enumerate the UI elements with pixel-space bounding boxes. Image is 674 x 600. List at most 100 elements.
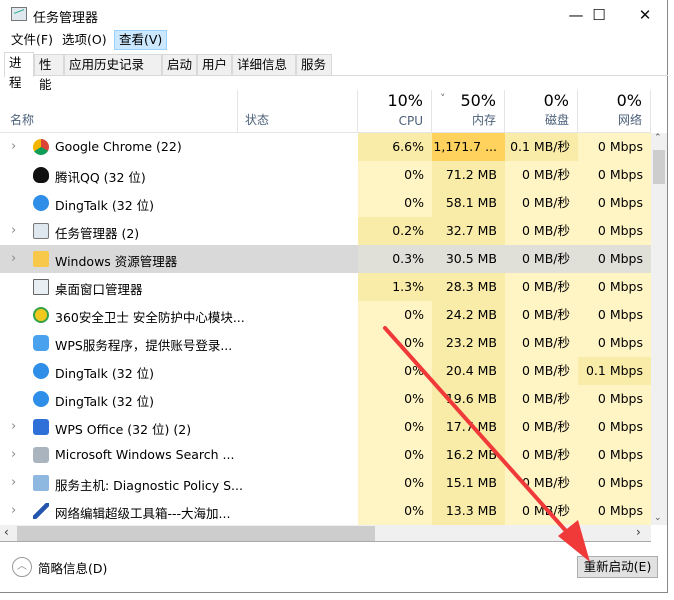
dingtalk-icon [33, 391, 49, 407]
status-cell [238, 301, 358, 329]
network-cell: 0 Mbps [578, 301, 651, 329]
task-manager-icon [11, 7, 27, 21]
tab-processes[interactable]: 进程 [4, 52, 34, 90]
process-row[interactable]: DingTalk (32 位) 0% 19.6 MB 0 MB/秒 0 Mbps [0, 385, 651, 413]
pen-icon [33, 503, 49, 519]
disk-cell: 0 MB/秒 [505, 273, 578, 301]
memory-cell: 24.2 MB [432, 301, 505, 329]
name-cell: WPS服务程序，提供账号登录... [0, 329, 358, 357]
name-cell: 腾讯QQ (32 位) [0, 161, 358, 189]
column-cpu[interactable]: 10% CPU [358, 90, 432, 133]
network-cell: 0 Mbps [578, 217, 651, 245]
expand-chevron-icon[interactable]: › [11, 251, 17, 266]
memory-cell: 17.7 MB [432, 413, 505, 441]
expand-chevron-icon[interactable]: › [11, 419, 17, 434]
name-cell: › Microsoft Windows Search ... [0, 441, 358, 469]
process-row[interactable]: › Microsoft Windows Search ... 0% 16.2 M… [0, 441, 651, 469]
column-name[interactable]: 名称 [0, 90, 238, 133]
network-cell: 0 Mbps [578, 273, 651, 301]
network-cell: 0 Mbps [578, 385, 651, 413]
name-cell: › 任务管理器 (2) [0, 217, 358, 245]
vertical-scrollbar[interactable]: ⌃ ⌄ [651, 133, 667, 525]
column-name-label: 名称 [10, 113, 35, 127]
expand-chevron-icon[interactable]: › [11, 503, 17, 518]
horizontal-scrollbar[interactable]: ‹ › [0, 525, 651, 542]
wps-office-icon [33, 419, 49, 435]
process-row[interactable]: › Google Chrome (22) 6.6% 1,171.7 ... 0.… [0, 133, 651, 161]
process-row[interactable]: › 任务管理器 (2) 0.2% 32.7 MB 0 MB/秒 0 Mbps [0, 217, 651, 245]
expand-chevron-icon[interactable]: › [11, 475, 17, 490]
process-row[interactable]: › 网络编辑超级工具箱---大海加... 0% 13.3 MB 0 MB/秒 0… [0, 497, 651, 525]
chevron-up-icon[interactable]: ︿ [12, 557, 32, 577]
explorer-icon [33, 251, 49, 267]
name-cell: DingTalk (32 位) [0, 357, 358, 385]
memory-cell: 15.1 MB [432, 469, 505, 497]
cpu-cell: 0% [358, 301, 432, 329]
process-row[interactable]: › 服务主机: Diagnostic Policy S... 0% 15.1 M… [0, 469, 651, 497]
process-row[interactable]: › Windows 资源管理器 0.3% 30.5 MB 0 MB/秒 0 Mb… [0, 245, 651, 273]
tab-startup[interactable]: 启动 [162, 54, 197, 76]
network-cell: 0 Mbps [578, 441, 651, 469]
task-manager-window: 任务管理器 — ☐ ✕ 文件(F) 选项(O) 查看(V) 进程 性能 应用历史… [0, 0, 668, 593]
memory-cell: 32.7 MB [432, 217, 505, 245]
restart-button[interactable]: 重新启动(E) [577, 556, 658, 578]
memory-cell: 23.2 MB [432, 329, 505, 357]
process-row[interactable]: DingTalk (32 位) 0% 58.1 MB 0 MB/秒 0 Mbps [0, 189, 651, 217]
process-row[interactable]: WPS服务程序，提供账号登录... 0% 23.2 MB 0 MB/秒 0 Mb… [0, 329, 651, 357]
process-row[interactable]: 桌面窗口管理器 1.3% 28.3 MB 0 MB/秒 0 Mbps [0, 273, 651, 301]
title-bar: 任务管理器 — ☐ ✕ [0, 0, 668, 30]
sort-chevron-icon: ˅ [440, 92, 446, 105]
column-disk[interactable]: 0% 磁盘 [505, 90, 578, 133]
network-cell: 0 Mbps [578, 161, 651, 189]
process-row[interactable]: 腾讯QQ (32 位) 0% 71.2 MB 0 MB/秒 0 Mbps [0, 161, 651, 189]
footer: ︿ 简略信息(D) 重新启动(E) [0, 543, 668, 593]
process-name: Windows 资源管理器 [55, 254, 178, 269]
menu-view[interactable]: 查看(V) [114, 30, 168, 50]
maximize-button[interactable]: ☐ [592, 6, 606, 24]
disk-cell: 0 MB/秒 [505, 161, 578, 189]
status-cell [238, 413, 358, 441]
memory-cell: 19.6 MB [432, 385, 505, 413]
close-button[interactable]: ✕ [638, 6, 652, 24]
status-cell [238, 217, 358, 245]
tab-performance[interactable]: 性能 [34, 54, 64, 92]
cpu-cell: 0% [358, 441, 432, 469]
expand-chevron-icon[interactable]: › [11, 223, 17, 238]
column-network[interactable]: 0% 网络 [578, 90, 651, 133]
cpu-total: 10% [387, 91, 423, 110]
expand-chevron-icon[interactable]: › [11, 447, 17, 462]
name-cell: DingTalk (32 位) [0, 385, 358, 413]
menu-options[interactable]: 选项(O) [62, 32, 107, 47]
status-cell [238, 161, 358, 189]
cpu-cell: 0% [358, 413, 432, 441]
menu-file[interactable]: 文件(F) [11, 32, 53, 47]
column-status[interactable]: 状态 [238, 90, 358, 133]
horizontal-scroll-thumb[interactable] [17, 526, 375, 541]
name-cell: › 网络编辑超级工具箱---大海加... [0, 497, 358, 525]
disk-cell: 0 MB/秒 [505, 469, 578, 497]
process-name: 网络编辑超级工具箱---大海加... [55, 506, 231, 521]
process-row[interactable]: 360安全卫士 安全防护中心模块... 0% 24.2 MB 0 MB/秒 0 … [0, 301, 651, 329]
cpu-cell: 0% [358, 189, 432, 217]
fewer-details-link[interactable]: 简略信息(D) [38, 561, 108, 576]
cpu-cell: 0.3% [358, 245, 432, 273]
disk-cell: 0 MB/秒 [505, 301, 578, 329]
process-row[interactable]: DingTalk (32 位) 0% 20.4 MB 0 MB/秒 0.1 Mb… [0, 357, 651, 385]
column-memory[interactable]: ˅ 50% 内存 [432, 90, 505, 133]
minimize-button[interactable]: — [568, 6, 584, 24]
process-row[interactable]: › WPS Office (32 位) (2) 0% 17.7 MB 0 MB/… [0, 413, 651, 441]
network-cell: 0 Mbps [578, 329, 651, 357]
name-cell: 桌面窗口管理器 [0, 273, 358, 301]
menu-bar: 文件(F) 选项(O) 查看(V) [0, 30, 668, 50]
chrome-icon [33, 139, 49, 155]
network-cell: 0 Mbps [578, 497, 651, 525]
network-cell: 0 Mbps [578, 245, 651, 273]
vertical-scroll-thumb[interactable] [653, 150, 665, 184]
tab-users[interactable]: 用户 [197, 54, 232, 76]
expand-chevron-icon[interactable]: › [11, 139, 17, 154]
tab-details[interactable]: 详细信息 [232, 54, 296, 76]
process-name: 任务管理器 (2) [55, 226, 140, 241]
tab-services[interactable]: 服务 [296, 54, 332, 76]
disk-cell: 0 MB/秒 [505, 245, 578, 273]
tab-app-history[interactable]: 应用历史记录 [64, 54, 162, 76]
